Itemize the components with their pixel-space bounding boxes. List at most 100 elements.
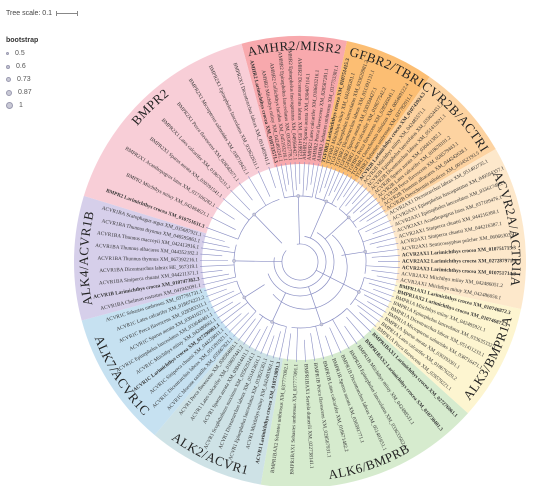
tree-branch <box>345 184 364 207</box>
bootstrap-node <box>296 194 301 198</box>
clade-title: ALK4/ACVR1B <box>76 209 97 307</box>
bootstrap-legend-item: 0.73 <box>6 76 78 83</box>
tree-branch <box>202 276 236 286</box>
tree-branch <box>204 280 237 292</box>
tree-branch <box>276 164 285 198</box>
bootstrap-legend-item: 1 <box>6 102 78 109</box>
tree-branch <box>297 196 300 245</box>
tree-branch <box>324 217 349 240</box>
tree-branch <box>248 328 261 349</box>
tree-branch <box>238 182 253 201</box>
tree-branch <box>376 243 399 248</box>
tree-branch <box>220 302 248 324</box>
bootstrap-node <box>242 295 247 300</box>
tree-branch <box>354 298 384 318</box>
tree-branch <box>243 316 263 345</box>
tree-branch <box>290 162 294 197</box>
tree-branch <box>244 284 265 298</box>
tree-branch <box>213 301 234 314</box>
tree-branch <box>346 190 371 216</box>
clade-wedge <box>74 195 207 321</box>
leaf-label: AMHR2 Dicentrarchus labrax XM_051419922.… <box>296 58 302 161</box>
tree-branch <box>254 326 268 352</box>
tree-branch <box>337 176 353 201</box>
tree-branch <box>202 241 230 248</box>
leaf-label: ACVR2AX2 Larimichthys crocea XM_02728797… <box>402 258 517 265</box>
tree-branch <box>333 172 345 193</box>
bootstrap-legend-title: bootstrap <box>6 37 39 44</box>
tree-branch <box>365 265 400 268</box>
bootstrap-node <box>232 259 236 263</box>
tree-branch <box>266 335 275 357</box>
tree-branch <box>364 277 398 286</box>
tree-branch <box>332 319 350 350</box>
tree-branch <box>310 201 327 239</box>
bootstrap-node <box>252 212 256 217</box>
bootstrap-node <box>357 290 361 294</box>
tree-branch <box>310 333 315 361</box>
tree-branch <box>351 187 368 205</box>
tree-branch <box>364 294 390 308</box>
clade-wedge <box>356 76 496 213</box>
tree-branch <box>281 243 319 281</box>
tree-branch <box>285 162 290 185</box>
tree-branch <box>366 209 386 222</box>
tree-scale: Tree scale: 0.1 <box>6 10 79 17</box>
tree-branch <box>346 308 372 333</box>
bootstrap-node <box>363 249 367 254</box>
tree-branch <box>359 205 383 222</box>
tree-branch <box>296 327 298 362</box>
tree-branch <box>248 176 267 206</box>
tree-branch <box>371 255 400 258</box>
tree-branch <box>200 247 235 253</box>
tree-branch <box>272 234 348 310</box>
tree-branch <box>359 312 377 327</box>
tree-branch <box>328 170 341 197</box>
clade-wedge <box>320 40 430 182</box>
tree-branch <box>200 264 235 267</box>
tree-branch <box>369 237 397 245</box>
tree-branch <box>344 325 358 345</box>
tree-branch <box>368 282 396 292</box>
tree-branch <box>217 302 241 319</box>
tree-branch <box>201 273 230 280</box>
tree-branch <box>268 166 276 189</box>
tree-branch <box>360 288 392 303</box>
tree-branch <box>216 207 235 220</box>
clade-wedge <box>260 327 468 486</box>
tree-branch <box>224 313 242 329</box>
tree-branch <box>308 286 322 325</box>
tree-branch <box>352 194 374 214</box>
tree-branch <box>203 235 225 242</box>
leaf-label: ACVR1BA Dicentrarchus labrax HE_567319.1 <box>99 264 198 274</box>
tree-branch <box>228 312 250 333</box>
legend: Tree scale: 0.1 bootstrap 0.5 0.6 0.73 0… <box>6 10 79 109</box>
tree-branch <box>365 249 400 254</box>
tree-branch <box>319 165 328 193</box>
tree-branch <box>234 260 283 263</box>
tree-branch <box>352 201 381 223</box>
tree-branch <box>257 170 271 197</box>
tree-branch <box>315 326 325 360</box>
tree-branch <box>311 163 319 198</box>
tree-branch <box>323 168 337 201</box>
tree-branch <box>367 301 387 313</box>
tree-branch <box>272 331 281 359</box>
tree-branch <box>200 270 223 273</box>
tree-branch <box>286 333 292 362</box>
tree-branch <box>359 197 378 213</box>
tree-branch <box>273 236 327 289</box>
bootstrap-node <box>319 322 324 327</box>
clade-wedge <box>83 43 275 234</box>
bootstrap-node <box>324 199 329 204</box>
tree-branch <box>260 322 275 355</box>
tree-branch <box>208 290 235 303</box>
clade-wedge <box>384 149 526 309</box>
tree-branch <box>238 318 256 341</box>
tree-branch <box>362 231 396 243</box>
tree-branch <box>271 292 286 322</box>
bootstrap-node <box>270 320 274 324</box>
